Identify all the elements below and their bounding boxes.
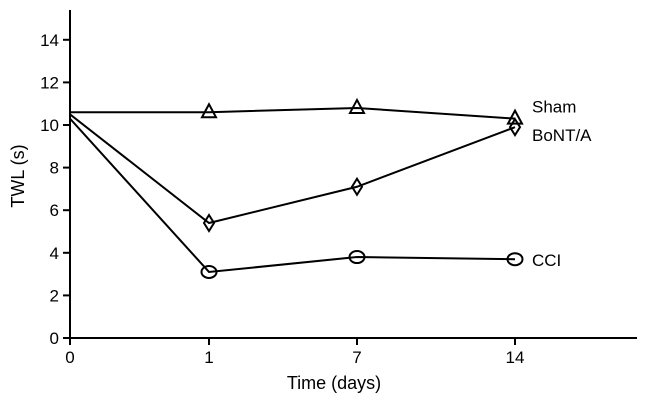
x-axis: 0 1 7 14	[65, 337, 637, 367]
data-point-circle	[506, 252, 524, 267]
x-axis-title: Time (days)	[287, 373, 381, 393]
y-tick-label: 10	[40, 116, 59, 135]
series-line	[69, 117, 516, 274]
y-axis: 0 2 4 6 8 10 12 14	[40, 10, 71, 348]
y-tick-label: 4	[50, 244, 59, 263]
series-label: Sham	[532, 98, 576, 117]
x-tick-label: 14	[506, 348, 525, 367]
data-point-diamond	[202, 213, 216, 233]
y-tick-label: 8	[50, 159, 59, 178]
series-label: CCI	[532, 251, 561, 270]
x-tick-label: 7	[352, 348, 361, 367]
x-tick-label: 1	[204, 348, 213, 367]
y-tick-label: 14	[40, 31, 59, 50]
series-layer: Sham BoNT/A CCI	[69, 97, 592, 279]
x-ticks: 0 1 7 14	[65, 338, 524, 367]
series-label: BoNT/A	[532, 126, 592, 145]
data-point-triangle	[348, 97, 366, 114]
series-line	[70, 106, 516, 120]
data-point-diamond	[508, 117, 522, 138]
series-cci: CCI	[69, 117, 561, 279]
data-point-circle	[200, 264, 218, 279]
y-axis-title: TWL (s)	[8, 144, 28, 207]
series-bont-a: BoNT/A	[69, 113, 592, 233]
y-tick-label: 6	[50, 201, 59, 220]
data-point-triangle	[506, 108, 524, 125]
series-line	[69, 113, 516, 225]
data-point-diamond	[350, 176, 364, 197]
y-tick-label: 2	[50, 286, 59, 305]
y-tick-label: 0	[50, 329, 59, 348]
data-point-triangle	[200, 102, 218, 119]
series-sham: Sham	[70, 97, 576, 125]
x-tick-label: 0	[65, 348, 74, 367]
y-tick-label: 12	[40, 73, 59, 92]
y-ticks: 0 2 4 6 8 10 12 14	[40, 31, 70, 348]
data-point-circle	[348, 250, 366, 265]
